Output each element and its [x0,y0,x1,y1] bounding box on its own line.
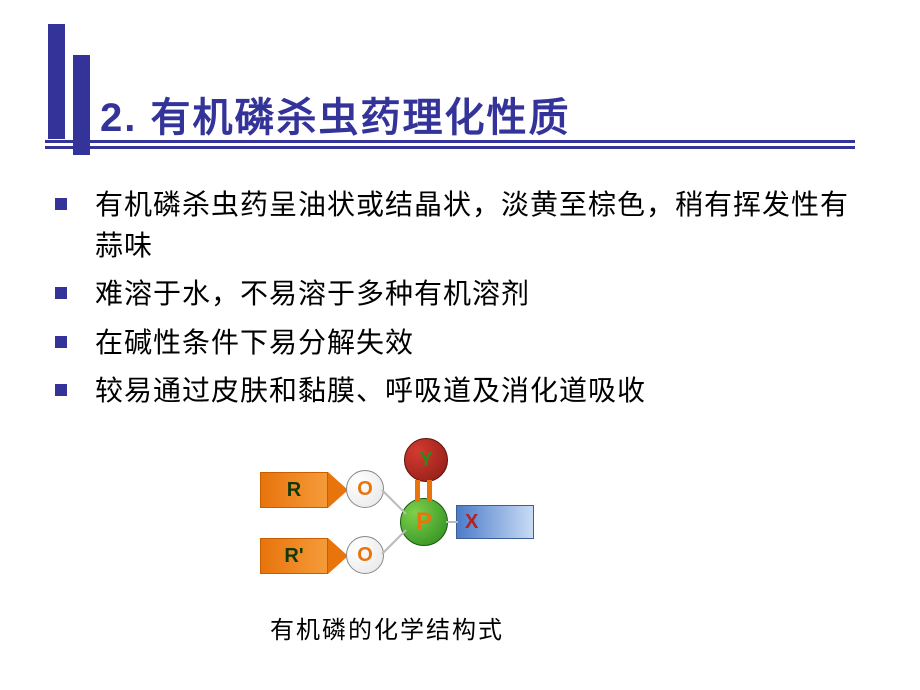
decor-block-1 [48,24,65,139]
oxygen-atom: O [346,470,384,508]
double-bond-icon [415,480,420,502]
x-group-block: X [456,505,534,539]
r-arrow-icon [328,472,348,508]
list-item: 较易通过皮肤和黏膜、呼吸道及消化道吸收 [55,371,865,412]
bullet-icon [55,384,67,396]
oxygen-atom: O [346,536,384,574]
bullet-icon [55,198,67,210]
y-atom: Y [404,438,448,482]
list-item: 在碱性条件下易分解失效 [55,323,865,364]
title-underline-1 [45,140,855,143]
r-group-block: R [260,472,328,508]
chemical-structure-diagram: R R' O O P Y X [260,448,680,598]
phosphorus-atom: P [400,498,448,546]
r-prime-group-block: R' [260,538,328,574]
title-underline-2 [45,146,855,149]
bullet-list: 有机磷杀虫药呈油状或结晶状，淡黄至棕色，稍有挥发性有蒜味 难溶于水，不易溶于多种… [55,185,865,420]
r-arrow-icon [328,538,348,574]
bullet-icon [55,336,67,348]
bullet-icon [55,287,67,299]
list-item: 难溶于水，不易溶于多种有机溶剂 [55,274,865,315]
bullet-text: 有机磷杀虫药呈油状或结晶状，淡黄至棕色，稍有挥发性有蒜味 [95,185,865,266]
double-bond-icon [427,480,432,502]
slide-title: 2. 有机磷杀虫药理化性质 [100,85,570,143]
diagram-caption: 有机磷的化学结构式 [270,610,504,645]
list-item: 有机磷杀虫药呈油状或结晶状，淡黄至棕色，稍有挥发性有蒜味 [55,185,865,266]
bullet-text: 在碱性条件下易分解失效 [95,323,414,364]
bullet-text: 较易通过皮肤和黏膜、呼吸道及消化道吸收 [95,371,646,412]
bullet-text: 难溶于水，不易溶于多种有机溶剂 [95,274,530,315]
